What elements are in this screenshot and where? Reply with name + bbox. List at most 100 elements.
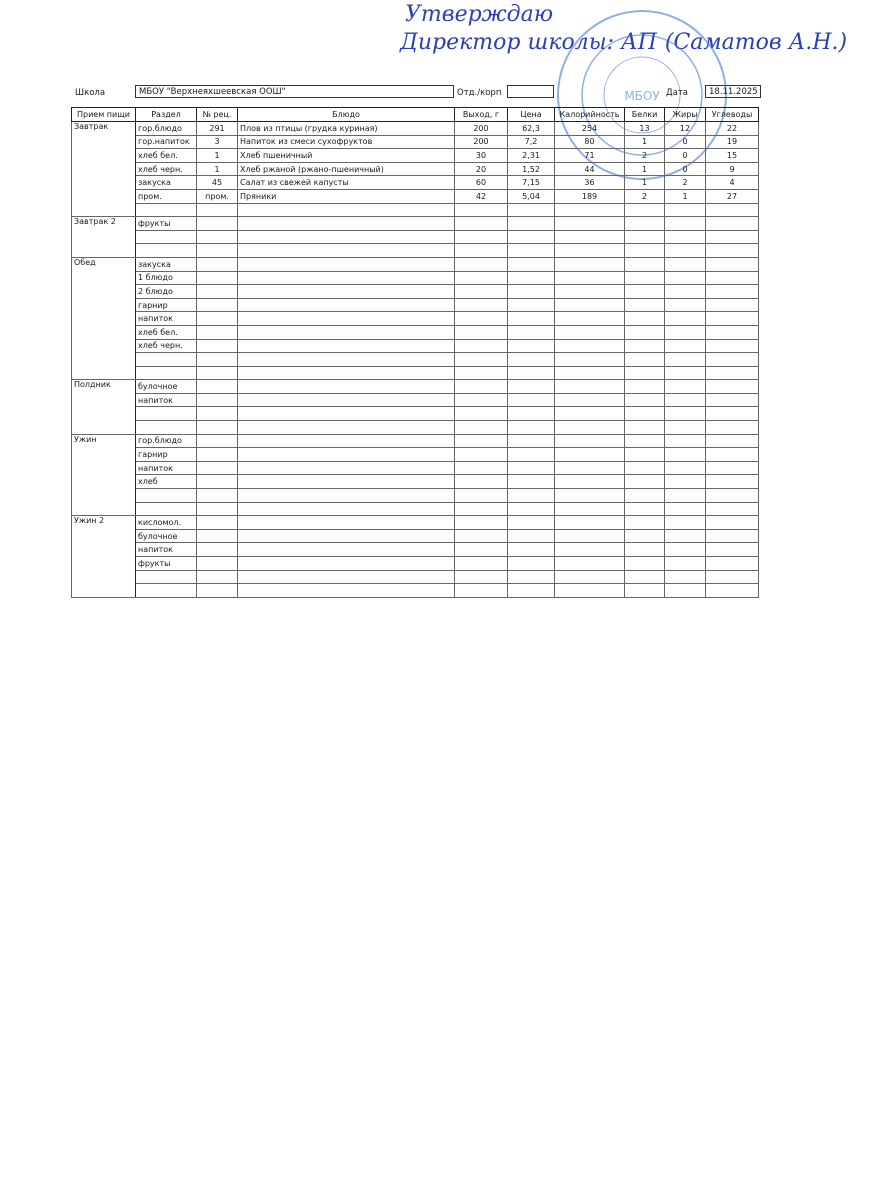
cell-protein: 1 [624,134,665,150]
cell-fat [664,379,706,394]
cell-fat [664,433,706,449]
cell-calories: 71 [554,148,625,163]
cell-dish: Хлеб пшеничный [237,148,455,163]
cell-recipe [196,542,238,557]
cell-price [507,243,555,258]
cell-yield: 200 [454,121,508,136]
cell-protein [624,202,665,218]
column-header: Цена [507,107,555,122]
cell-carbs [705,515,759,530]
cell-yield [454,202,508,218]
cell-dish [237,460,455,476]
cell-recipe [196,406,238,422]
cell-carbs: 15 [705,148,759,163]
cell-carbs: 22 [705,121,759,136]
cell-carbs [705,352,759,367]
cell-calories: 44 [554,161,625,177]
table-row: фрукты [72,556,759,571]
cell-calories [554,528,625,544]
cell-dish [237,488,455,503]
cell-carbs [705,556,759,571]
cell-section: пром. [135,188,197,204]
table-row: гарнир [72,297,759,313]
cell-yield [454,501,508,517]
cell-fat [664,556,706,571]
cell-fat: 0 [664,161,706,177]
cell-protein: 1 [624,161,665,177]
table-row: Завтрак гор.блюдо 291 Плов из птицы (грудка… [71,120,759,218]
cell-yield [454,311,508,326]
dept-label: Отд./корп [457,88,502,98]
cell-carbs [705,256,759,272]
cell-price [507,324,555,340]
column-header: Белки [624,107,665,122]
cell-protein [624,392,665,408]
cell-calories [554,352,625,367]
cell-calories [554,542,625,557]
cell-yield [454,420,508,435]
cell-dish [237,569,455,585]
cell-carbs [705,243,759,258]
cell-carbs [705,216,759,231]
cell-recipe [196,311,238,326]
cell-calories [554,488,625,503]
cell-recipe [196,474,238,490]
cell-price: 1,52 [507,161,555,177]
cell-price [507,284,555,299]
cell-yield [454,243,508,258]
cell-yield: 20 [454,161,508,177]
table-row: 2 блюдо [72,284,759,299]
cell-recipe [196,297,238,313]
cell-price [507,406,555,422]
table-row [72,202,759,218]
cell-dish: Салат из свежей капусты [237,175,455,190]
cell-dish: Плов из птицы (грудка куриная) [237,121,455,136]
cell-calories [554,583,625,598]
cell-carbs [705,583,759,598]
cell-recipe [196,488,238,503]
cell-dish [237,406,455,422]
cell-dish [237,447,455,462]
cell-price [507,447,555,462]
table-row: хлеб бел. [72,324,759,340]
cell-section: напиток [135,542,197,557]
cell-dish: Пряники [237,188,455,204]
cell-carbs [705,379,759,394]
cell-fat: 0 [664,134,706,150]
cell-fat [664,460,706,476]
cell-section: напиток [135,311,197,326]
cell-section: закуска [135,175,197,190]
cell-price [507,433,555,449]
cell-section [135,583,197,598]
cell-carbs: 9 [705,161,759,177]
cell-yield: 30 [454,148,508,163]
cell-section: напиток [135,392,197,408]
cell-calories [554,256,625,272]
approval-signature-line: Директор школы: АП (Саматов А.Н.) [400,30,847,55]
cell-section: гор.блюдо [135,121,197,136]
cell-recipe [196,460,238,476]
cell-dish [237,284,455,299]
table-row: напиток [72,392,759,408]
cell-price: 7,15 [507,175,555,190]
cell-protein [624,297,665,313]
cell-dish [237,365,455,381]
cell-yield [454,447,508,462]
cell-section [135,202,197,218]
director-name: (Саматов А.Н.) [664,30,848,55]
cell-yield [454,270,508,286]
cell-yield [454,406,508,422]
cell-price [507,352,555,367]
cell-protein [624,406,665,422]
table-row: напиток [72,311,759,326]
table-row: булочное [72,528,759,544]
cell-calories [554,229,625,245]
cell-yield: 200 [454,134,508,150]
cell-protein [624,542,665,557]
meal-name: Обед [71,256,136,381]
cell-fat: 2 [664,175,706,190]
cell-fat [664,488,706,503]
cell-dish [237,311,455,326]
cell-calories: 80 [554,134,625,150]
cell-price [507,474,555,490]
